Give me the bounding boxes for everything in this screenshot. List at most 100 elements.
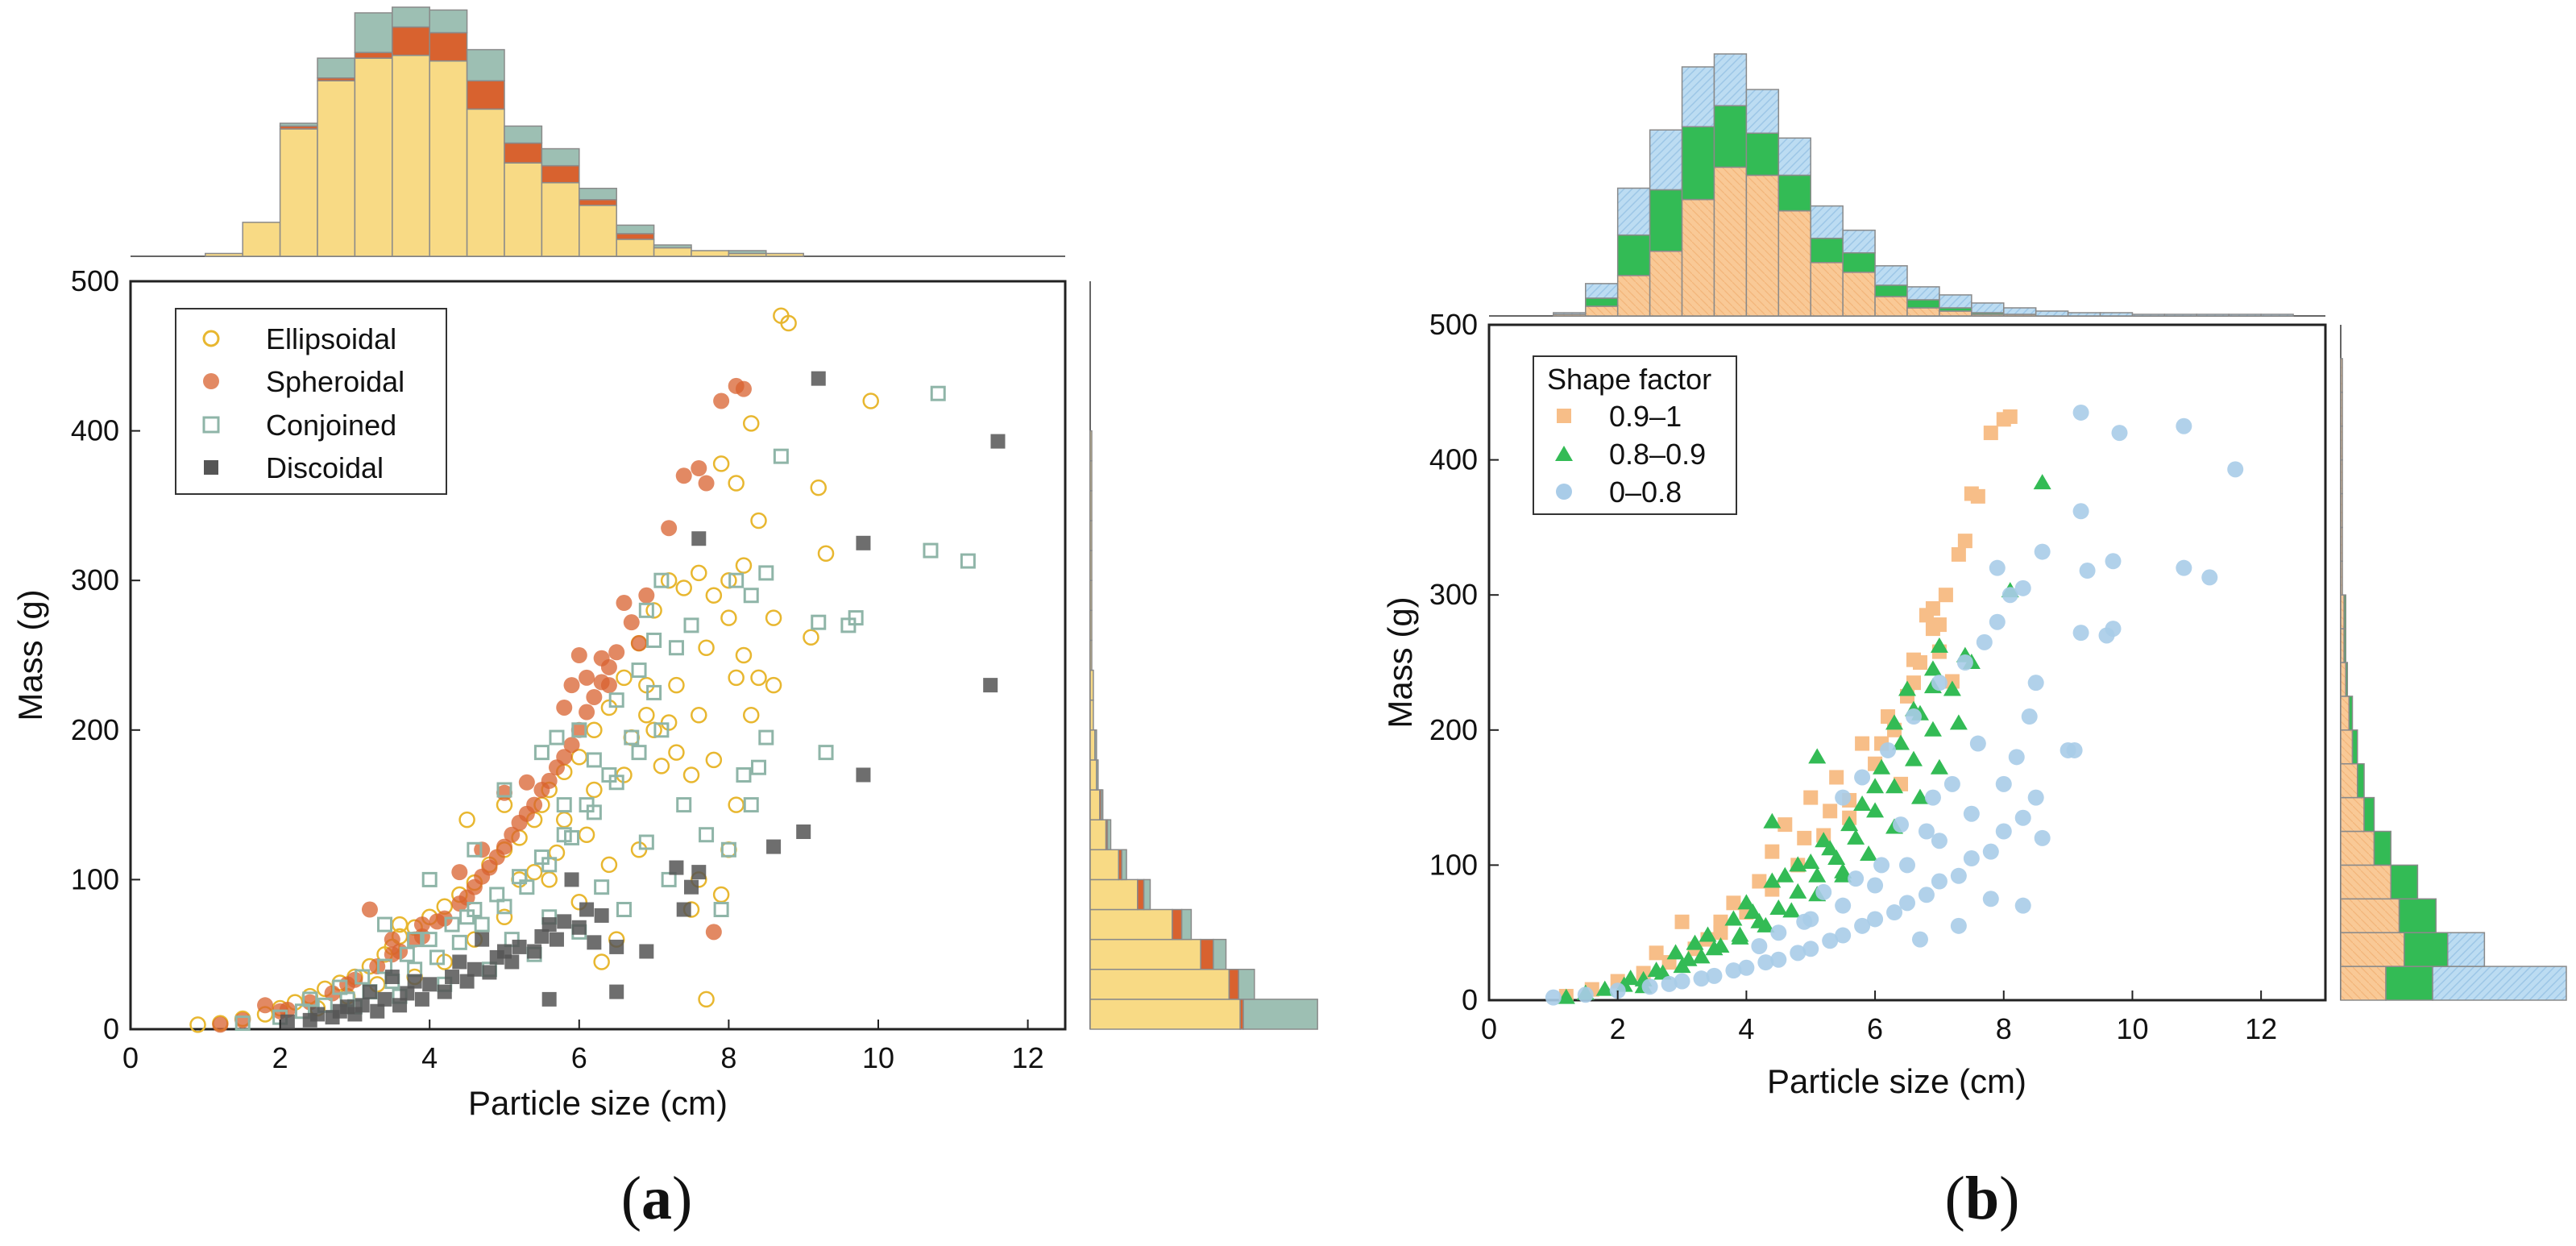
point-0-0-8 <box>1545 989 1562 1006</box>
x-tick-label-6: 6 <box>571 1041 587 1074</box>
top-hist-bar-spheroidal <box>466 80 505 110</box>
right-hist-bar-conjoined <box>1094 729 1097 761</box>
x-tick-label-2: 2 <box>1610 1012 1626 1045</box>
top-hist-bar-0-8-0-9 <box>1616 234 1651 276</box>
point-0-8-0-9 <box>1943 680 1961 696</box>
point-spheroidal <box>563 677 580 694</box>
point-ellipsoidal <box>668 676 685 694</box>
point-0-8-0-9 <box>1789 856 1807 872</box>
point-0-9-1 <box>1803 790 1819 805</box>
point-0-0-8 <box>1963 850 1980 867</box>
right-hist-bar-ellipsoidal <box>1089 490 1093 521</box>
x-tick-label-0: 0 <box>122 1041 139 1074</box>
legend-conjoined-label: Conjoined <box>266 409 396 442</box>
right-hist-bar-ellipsoidal <box>1089 609 1093 642</box>
top-hist-bar-0-0-8 <box>1649 129 1683 191</box>
point-0-8-0-9 <box>1910 788 1929 804</box>
legend-spheroidal-label: Spheroidal <box>266 365 404 398</box>
point-spheroidal <box>735 380 752 397</box>
point-discoidal <box>467 961 482 977</box>
point-0-8-0-9 <box>1873 758 1891 775</box>
point-spheroidal <box>413 916 430 933</box>
x-tick-label-6: 6 <box>1867 1012 1883 1045</box>
point-conjoined <box>586 752 602 768</box>
point-discoidal <box>370 1003 385 1019</box>
point-ellipsoidal <box>600 856 618 874</box>
point-0-0-8 <box>1796 913 1813 930</box>
point-0-0-8 <box>2014 579 2031 596</box>
point-discoidal <box>422 977 438 992</box>
panel-b-legend-title: Shape factor <box>1547 363 1711 396</box>
point-0-0-8 <box>1899 895 1915 912</box>
point-0-9-1 <box>1957 534 1972 549</box>
top-hist-bar-0-0-8 <box>1777 137 1811 177</box>
point-0-0-8 <box>2072 625 2089 642</box>
point-discoidal <box>541 917 557 932</box>
top-hist-bar-0-8-0-9 <box>1681 126 1715 201</box>
point-ellipsoidal <box>698 991 715 1008</box>
point-0-8-0-9 <box>1808 866 1827 883</box>
point-ellipsoidal <box>728 475 745 492</box>
point-0-0-8 <box>2027 789 2044 806</box>
point-ellipsoidal <box>586 781 603 799</box>
point-0-8-0-9 <box>1769 899 1788 916</box>
point-spheroidal <box>474 868 491 885</box>
point-discoidal <box>541 991 557 1007</box>
point-spheroidal <box>458 889 475 906</box>
point-discoidal <box>811 371 826 386</box>
point-0-8-0-9 <box>1692 948 1711 964</box>
panel-a-plot-frame <box>129 280 1067 1031</box>
point-0-0-8 <box>1815 883 1832 900</box>
point-conjoined <box>608 692 624 708</box>
top-hist-bar-0-0-8 <box>1939 294 1972 309</box>
point-conjoined <box>773 448 789 464</box>
right-hist-bar-ellipsoidal <box>1089 639 1093 671</box>
top-hist-bar-0-0-8 <box>1713 53 1748 106</box>
point-0-8-0-9 <box>1724 910 1743 926</box>
point-conjoined <box>713 902 729 918</box>
point-0-9-1 <box>1931 617 1947 633</box>
point-ellipsoidal <box>698 639 715 656</box>
point-0-8-0-9 <box>1834 862 1852 878</box>
point-0-0-8 <box>1674 973 1690 990</box>
right-hist-bar-0-0-8 <box>2432 966 2567 1001</box>
point-0-0-8 <box>1950 867 1967 884</box>
point-spheroidal <box>593 650 610 667</box>
right-hist-bar-ellipsoidal <box>1089 789 1101 820</box>
panel-b-y-axis: 0 100 200 300 400 500 <box>1429 308 1499 1016</box>
point-0-9-1 <box>1765 844 1780 859</box>
point-conjoined <box>579 797 595 813</box>
point-ellipsoidal <box>586 721 603 739</box>
right-hist-bar-ellipsoidal <box>1089 819 1107 851</box>
point-0-9-1 <box>1777 817 1793 833</box>
point-conjoined <box>646 632 662 648</box>
point-0-0-8 <box>1854 917 1871 934</box>
point-0-8-0-9 <box>1930 637 1948 653</box>
point-discoidal <box>990 434 1006 449</box>
top-hist-bar-0-8-0-9 <box>1906 299 1940 309</box>
point-0-0-8 <box>1770 924 1787 941</box>
point-conjoined <box>930 385 946 401</box>
top-hist-bar-ellipsoidal <box>616 239 655 257</box>
top-hist-bar-0-9-1 <box>1585 305 1619 317</box>
point-0-0-8 <box>1911 931 1928 948</box>
point-conjoined <box>638 602 654 618</box>
point-ellipsoidal <box>578 826 595 843</box>
point-spheroidal <box>705 924 722 941</box>
point-ellipsoidal <box>750 669 767 687</box>
panel-b-x-axis: 0 2 4 6 8 10 12 <box>1481 991 2277 1045</box>
right-hist-bar-spheroidal <box>1200 938 1214 970</box>
top-hist-bar-0-0-8 <box>1810 205 1844 239</box>
point-0-0-8 <box>1924 789 1941 806</box>
point-conjoined <box>474 916 490 932</box>
panel-a-label: (a) <box>621 1165 693 1232</box>
point-ellipsoidal <box>653 758 670 775</box>
point-spheroidal <box>675 467 692 484</box>
point-0-0-8 <box>2105 553 2122 570</box>
top-hist-bar-ellipsoidal <box>205 252 243 257</box>
top-hist-bar-0-0-8 <box>1971 302 2005 314</box>
point-0-0-8 <box>1989 559 2006 576</box>
top-hist-bar-0-8-0-9 <box>1745 132 1780 177</box>
right-hist-bar-0-9-1 <box>2340 492 2343 529</box>
